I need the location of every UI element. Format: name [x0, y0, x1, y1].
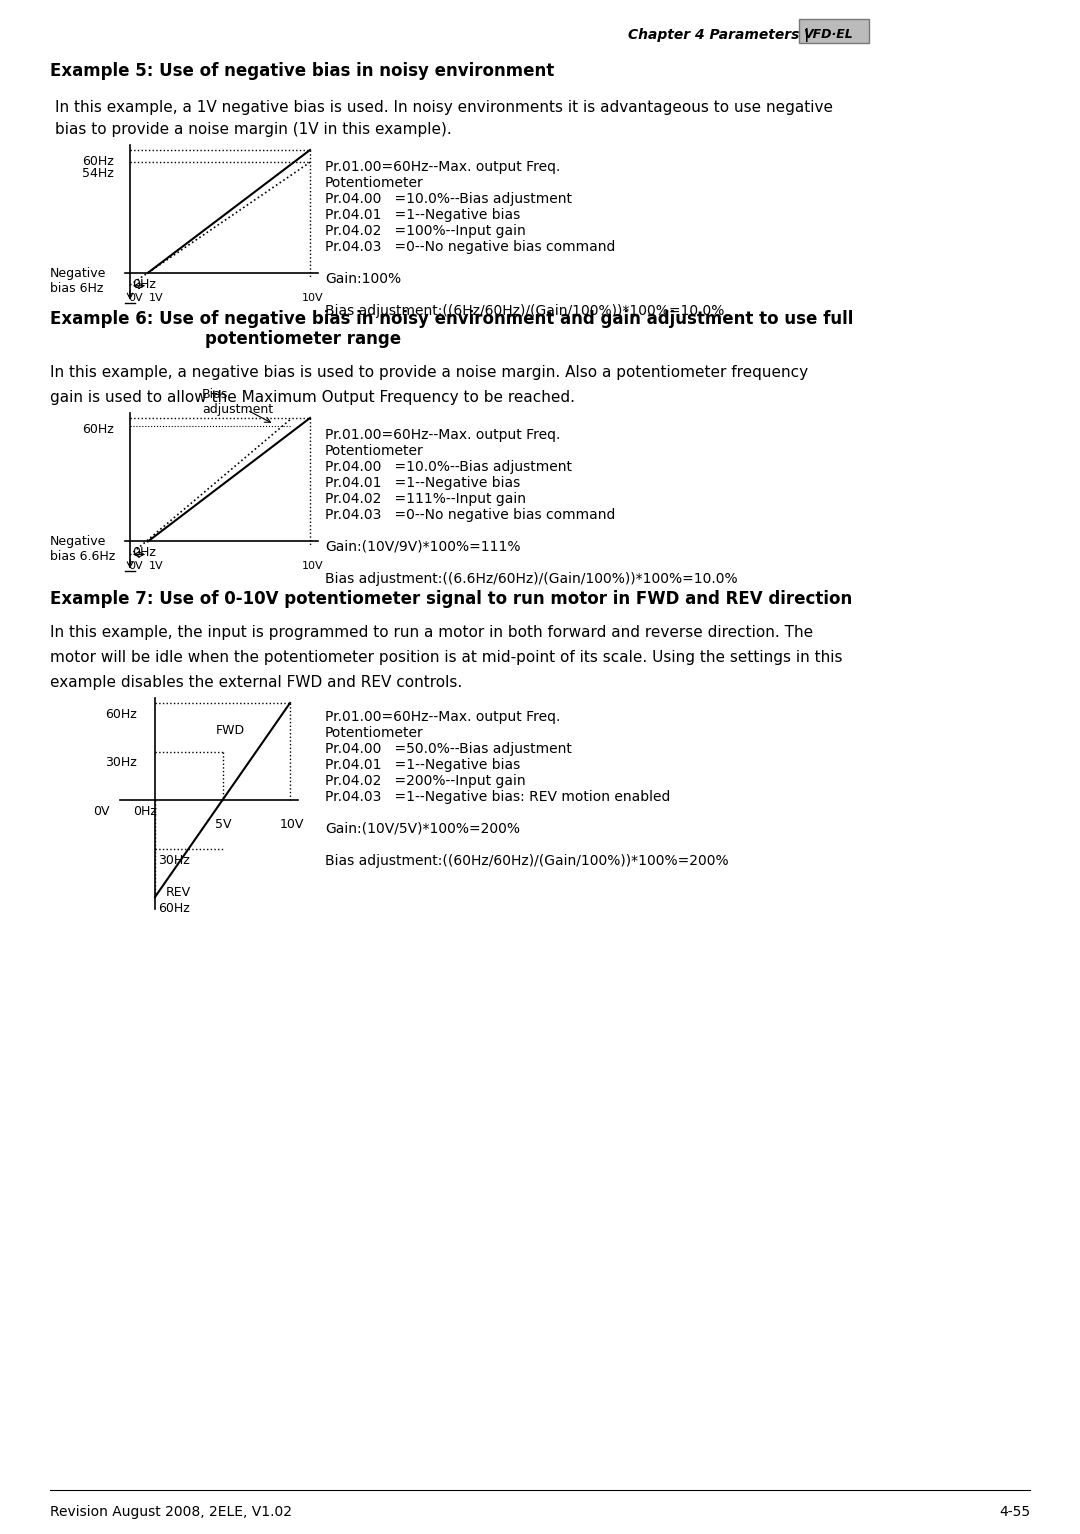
Text: 30Hz: 30Hz: [158, 853, 190, 867]
Text: bias 6Hz: bias 6Hz: [50, 282, 104, 295]
FancyBboxPatch shape: [799, 18, 869, 43]
Text: Pr.04.00   =10.0%--Bias adjustment: Pr.04.00 =10.0%--Bias adjustment: [325, 192, 572, 206]
Text: VFD·EL: VFD·EL: [804, 28, 853, 41]
Text: FWD: FWD: [216, 724, 245, 738]
Text: example disables the external FWD and REV controls.: example disables the external FWD and RE…: [50, 675, 462, 690]
Text: 10V: 10V: [280, 818, 305, 831]
Text: REV: REV: [166, 885, 191, 899]
Text: Potentiometer: Potentiometer: [325, 176, 423, 190]
Text: Gain:100%: Gain:100%: [325, 272, 401, 285]
Text: 54Hz: 54Hz: [82, 167, 113, 181]
Text: 0V: 0V: [93, 805, 109, 818]
Text: 4-55: 4-55: [999, 1505, 1030, 1519]
Text: potentiometer range: potentiometer range: [205, 330, 401, 348]
Text: Potentiometer: Potentiometer: [325, 443, 423, 459]
Text: Gain:(10V/5V)*100%=200%: Gain:(10V/5V)*100%=200%: [325, 822, 519, 836]
Text: Pr.04.00   =50.0%--Bias adjustment: Pr.04.00 =50.0%--Bias adjustment: [325, 742, 572, 756]
Text: Pr.01.00=60Hz--Max. output Freq.: Pr.01.00=60Hz--Max. output Freq.: [325, 428, 561, 442]
Text: Revision August 2008, 2ELE, V1.02: Revision August 2008, 2ELE, V1.02: [50, 1505, 292, 1519]
Text: 10V: 10V: [302, 561, 324, 572]
Text: bias 6.6Hz: bias 6.6Hz: [50, 551, 116, 563]
Text: Example 5: Use of negative bias in noisy environment: Example 5: Use of negative bias in noisy…: [50, 61, 554, 80]
Text: Negative: Negative: [50, 535, 106, 549]
Text: 60Hz: 60Hz: [82, 423, 113, 436]
Text: Pr.04.02   =100%--Input gain: Pr.04.02 =100%--Input gain: [325, 224, 526, 238]
Text: Chapter 4 Parameters |: Chapter 4 Parameters |: [627, 28, 809, 41]
Text: motor will be idle when the potentiometer position is at mid-point of its scale.: motor will be idle when the potentiomete…: [50, 650, 842, 666]
Text: 0Hz: 0Hz: [133, 805, 157, 818]
Text: Pr.01.00=60Hz--Max. output Freq.: Pr.01.00=60Hz--Max. output Freq.: [325, 160, 561, 173]
Text: 0Hz: 0Hz: [132, 546, 156, 560]
Text: adjustment: adjustment: [202, 403, 273, 416]
Text: Example 7: Use of 0-10V potentiometer signal to run motor in FWD and REV directi: Example 7: Use of 0-10V potentiometer si…: [50, 591, 852, 607]
Text: Pr.04.00   =10.0%--Bias adjustment: Pr.04.00 =10.0%--Bias adjustment: [325, 460, 572, 474]
Text: 1V: 1V: [149, 293, 164, 302]
Text: Pr.04.02   =111%--Input gain: Pr.04.02 =111%--Input gain: [325, 492, 526, 506]
Text: Potentiometer: Potentiometer: [325, 726, 423, 739]
Text: In this example, a 1V negative bias is used. In noisy environments it is advanta: In this example, a 1V negative bias is u…: [55, 100, 833, 115]
Text: Gain:(10V/9V)*100%=111%: Gain:(10V/9V)*100%=111%: [325, 540, 521, 554]
Text: 60Hz: 60Hz: [82, 155, 113, 169]
Text: Bias adjustment:((6.6Hz/60Hz)/(Gain/100%))*100%=10.0%: Bias adjustment:((6.6Hz/60Hz)/(Gain/100%…: [325, 572, 738, 586]
Text: 60Hz: 60Hz: [158, 902, 190, 914]
Text: bias to provide a noise margin (1V in this example).: bias to provide a noise margin (1V in th…: [55, 123, 451, 137]
Text: Bias adjustment:((60Hz/60Hz)/(Gain/100%))*100%=200%: Bias adjustment:((60Hz/60Hz)/(Gain/100%)…: [325, 854, 729, 868]
Text: Bias adjustment:((6Hz/60Hz)/(Gain/100%))*100%=10.0%: Bias adjustment:((6Hz/60Hz)/(Gain/100%))…: [325, 304, 725, 318]
Text: Pr.01.00=60Hz--Max. output Freq.: Pr.01.00=60Hz--Max. output Freq.: [325, 710, 561, 724]
Text: 1V: 1V: [149, 561, 164, 572]
Text: 0V: 0V: [129, 293, 143, 302]
Text: Negative: Negative: [50, 267, 106, 279]
Text: 0V: 0V: [129, 561, 143, 572]
Text: Pr.04.01   =1--Negative bias: Pr.04.01 =1--Negative bias: [325, 758, 521, 772]
Text: 10V: 10V: [302, 293, 324, 302]
Text: 5V: 5V: [215, 818, 231, 831]
Text: In this example, a negative bias is used to provide a noise margin. Also a poten: In this example, a negative bias is used…: [50, 365, 808, 380]
Text: Pr.04.01   =1--Negative bias: Pr.04.01 =1--Negative bias: [325, 476, 521, 489]
Text: Pr.04.03   =0--No negative bias command: Pr.04.03 =0--No negative bias command: [325, 508, 616, 522]
Text: Pr.04.02   =200%--Input gain: Pr.04.02 =200%--Input gain: [325, 775, 526, 788]
Text: gain is used to allow the Maximum Output Frequency to be reached.: gain is used to allow the Maximum Output…: [50, 390, 575, 405]
Text: Pr.04.03   =0--No negative bias command: Pr.04.03 =0--No negative bias command: [325, 239, 616, 255]
Text: Pr.04.03   =1--Negative bias: REV motion enabled: Pr.04.03 =1--Negative bias: REV motion e…: [325, 790, 671, 804]
Text: 60Hz: 60Hz: [105, 709, 137, 721]
Text: In this example, the input is programmed to run a motor in both forward and reve: In this example, the input is programmed…: [50, 624, 813, 640]
Text: Bias: Bias: [202, 388, 228, 400]
Text: Pr.04.01   =1--Negative bias: Pr.04.01 =1--Negative bias: [325, 209, 521, 222]
Text: 30Hz: 30Hz: [105, 756, 137, 770]
Text: Example 6: Use of negative bias in noisy environment and gain adjustment to use : Example 6: Use of negative bias in noisy…: [50, 310, 853, 328]
Text: 0Hz: 0Hz: [132, 278, 156, 291]
